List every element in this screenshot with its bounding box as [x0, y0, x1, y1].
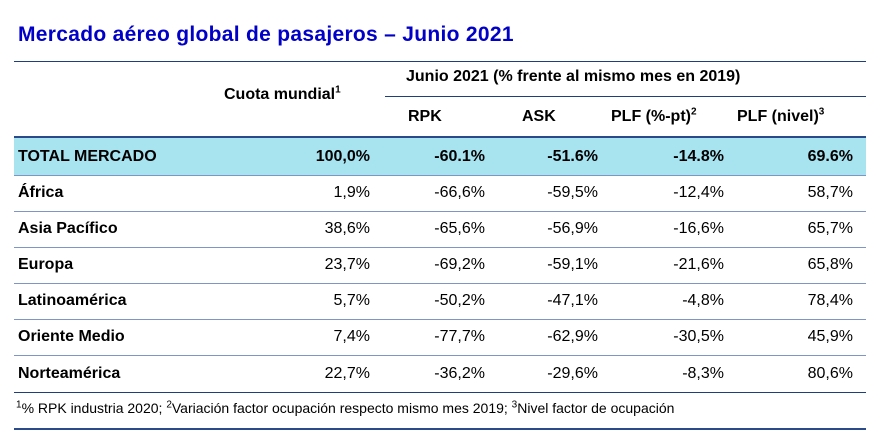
ask-cell: -47,1%	[547, 292, 598, 309]
plf-level-cell: 65,7%	[807, 220, 853, 237]
rpk-cell: -77,7%	[434, 328, 485, 345]
ask-cell: -59,5%	[547, 184, 598, 201]
row-name: África	[18, 184, 64, 201]
row-divider	[14, 211, 866, 212]
ask-cell: -59,1%	[547, 256, 598, 273]
row-name: Europa	[18, 256, 74, 273]
plf-pt-cell: -21,6%	[673, 256, 724, 273]
row-divider	[14, 247, 866, 248]
ask-cell: -51.6%	[547, 148, 598, 165]
share-cell: 5,7%	[333, 292, 370, 309]
footer-rule	[14, 428, 866, 430]
share-cell: 22,7%	[324, 365, 370, 382]
share-cell: 23,7%	[324, 256, 370, 273]
ask-cell: -62,9%	[547, 328, 598, 345]
plf-level-cell: 45,9%	[807, 328, 853, 345]
share-column-header: Cuota mundial1	[224, 84, 341, 103]
total-row-highlight	[14, 138, 866, 175]
footnote: 1% RPK industria 2020; 2Variación factor…	[16, 399, 675, 416]
ask-cell: -56,9%	[547, 220, 598, 237]
ask-column-header: ASK	[522, 108, 556, 125]
plf-pt-cell: -12,4%	[673, 184, 724, 201]
share-cell: 38,6%	[324, 220, 370, 237]
plf-pt-cell: -16,6%	[673, 220, 724, 237]
share-cell: 1,9%	[333, 184, 370, 201]
plf-level-cell: 65,8%	[807, 256, 853, 273]
plf-pt-cell: -30,5%	[673, 328, 724, 345]
table-title: Mercado aéreo global de pasajeros – Juni…	[18, 23, 514, 46]
row-name: Latinoamérica	[18, 292, 127, 309]
plf-pt-cell: -8,3%	[682, 365, 724, 382]
row-divider	[14, 175, 866, 176]
rpk-cell: -60.1%	[434, 148, 485, 165]
share-cell: 100,0%	[315, 148, 370, 165]
header-bottom-rule	[14, 136, 866, 138]
column-group-header: Junio 2021 (% frente al mismo mes en 201…	[406, 68, 741, 85]
rpk-column-header: RPK	[408, 108, 442, 125]
plf-pt-cell: -14.8%	[673, 148, 724, 165]
rpk-cell: -66,6%	[434, 184, 485, 201]
row-name: TOTAL MERCADO	[18, 148, 157, 165]
row-name: Oriente Medio	[18, 328, 125, 345]
plf-level-cell: 58,7%	[807, 184, 853, 201]
row-name: Asia Pacífico	[18, 220, 118, 237]
row-divider	[14, 355, 866, 356]
row-divider	[14, 319, 866, 320]
rpk-cell: -69,2%	[434, 256, 485, 273]
plf-level-cell: 69.6%	[807, 148, 853, 165]
table-bottom-rule	[14, 392, 866, 393]
group-header-rule	[385, 96, 866, 97]
plf-pt-column-header: PLF (%-pt)2	[611, 106, 697, 125]
plf-level-column-header: PLF (nivel)3	[737, 106, 825, 125]
plf-level-cell: 80,6%	[807, 365, 853, 382]
plf-pt-cell: -4,8%	[682, 292, 724, 309]
top-rule	[14, 61, 866, 62]
rpk-cell: -65,6%	[434, 220, 485, 237]
row-divider	[14, 283, 866, 284]
row-name: Norteamérica	[18, 365, 121, 382]
share-cell: 7,4%	[333, 328, 370, 345]
plf-level-cell: 78,4%	[807, 292, 853, 309]
rpk-cell: -50,2%	[434, 292, 485, 309]
ask-cell: -29,6%	[547, 365, 598, 382]
rpk-cell: -36,2%	[434, 365, 485, 382]
